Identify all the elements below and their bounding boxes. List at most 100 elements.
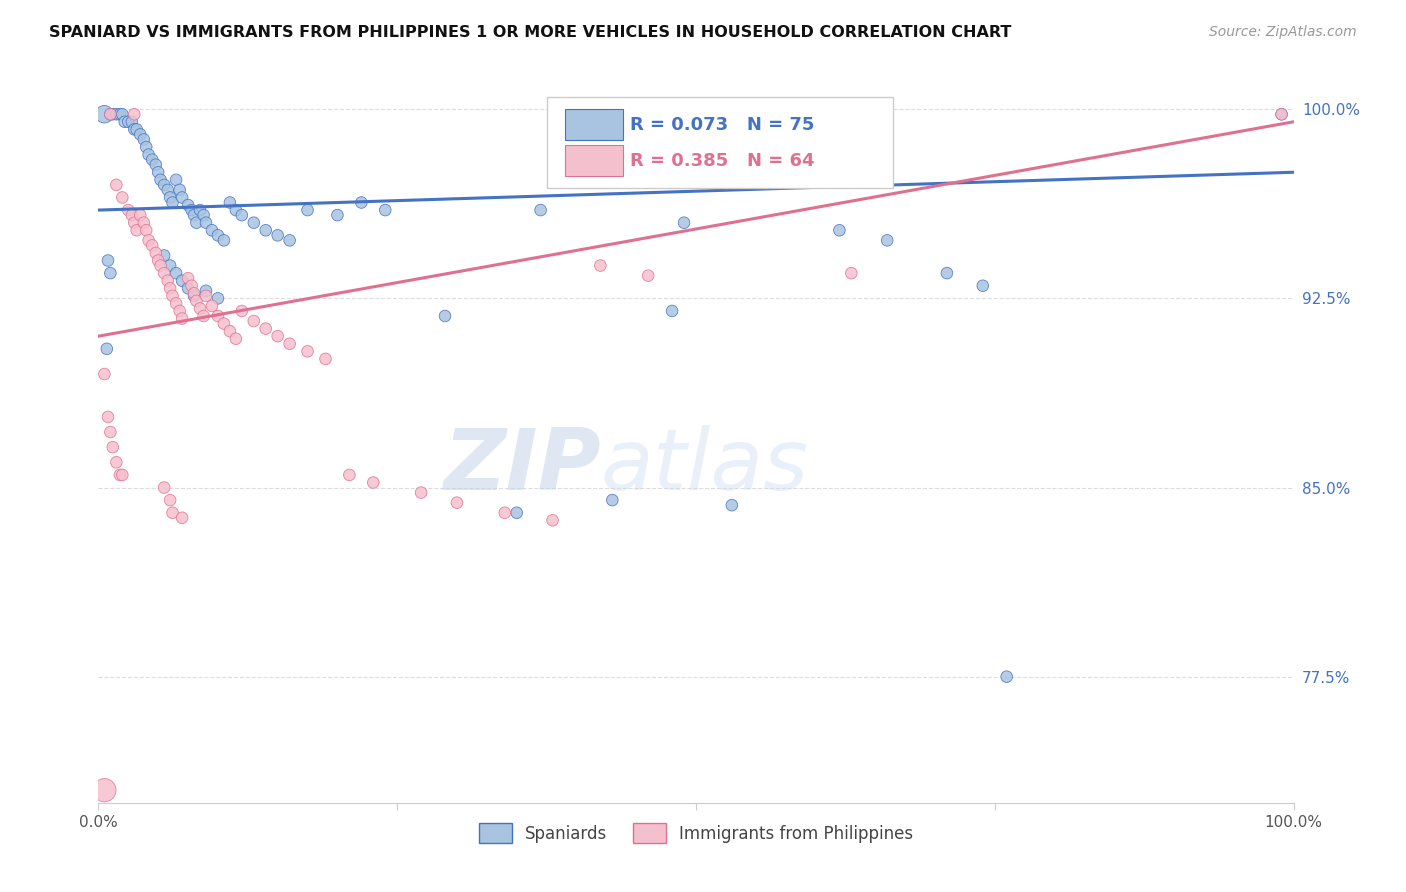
Point — [180, 278, 202, 293]
Point — [121, 115, 143, 129]
Point — [172, 510, 194, 524]
Point — [165, 173, 187, 187]
Point — [589, 259, 612, 273]
Point — [145, 158, 167, 172]
Point — [721, 498, 744, 512]
Point — [108, 467, 131, 482]
Point — [135, 140, 157, 154]
Point — [315, 351, 337, 366]
Point — [93, 783, 115, 797]
Point — [188, 301, 211, 316]
Point — [195, 289, 218, 303]
Point — [149, 173, 172, 187]
Point — [876, 233, 898, 247]
Text: R = 0.385   N = 64: R = 0.385 N = 64 — [630, 152, 814, 169]
Point — [98, 107, 122, 121]
FancyBboxPatch shape — [547, 97, 893, 188]
Point — [138, 147, 160, 161]
Point — [219, 324, 242, 338]
Point — [121, 208, 143, 222]
Point — [125, 122, 148, 136]
Point — [129, 128, 152, 142]
Point — [156, 274, 179, 288]
Point — [195, 284, 218, 298]
Point — [193, 309, 215, 323]
Point — [153, 178, 176, 192]
Point — [278, 233, 301, 247]
Point — [124, 216, 146, 230]
Point — [243, 216, 266, 230]
Point — [111, 190, 134, 204]
Point — [661, 304, 683, 318]
Point — [93, 367, 115, 381]
Point — [637, 268, 659, 283]
Point — [267, 228, 290, 243]
Point — [183, 289, 205, 303]
Point — [188, 203, 211, 218]
Point — [186, 293, 208, 308]
Point — [673, 216, 696, 230]
Point — [326, 208, 349, 222]
Point — [363, 475, 385, 490]
Point — [219, 195, 242, 210]
Point — [172, 311, 194, 326]
Point — [446, 496, 468, 510]
Point — [1271, 107, 1294, 121]
Text: SPANIARD VS IMMIGRANTS FROM PHILIPPINES 1 OR MORE VEHICLES IN HOUSEHOLD CORRELAT: SPANIARD VS IMMIGRANTS FROM PHILIPPINES … — [49, 25, 1011, 40]
Point — [243, 314, 266, 328]
Point — [98, 425, 122, 439]
Point — [434, 309, 457, 323]
Point — [530, 203, 553, 218]
Point — [125, 223, 148, 237]
Point — [153, 248, 176, 262]
Point — [129, 208, 152, 222]
Point — [411, 485, 433, 500]
Point — [267, 329, 290, 343]
Point — [105, 455, 128, 469]
Point — [97, 409, 120, 424]
Point — [159, 281, 181, 295]
Point — [231, 304, 253, 318]
Point — [207, 291, 229, 305]
FancyBboxPatch shape — [565, 145, 623, 176]
Point — [201, 299, 224, 313]
Point — [339, 467, 361, 482]
Point — [153, 481, 176, 495]
Text: R = 0.073   N = 75: R = 0.073 N = 75 — [630, 116, 814, 134]
Point — [506, 506, 529, 520]
Point — [105, 107, 128, 121]
Point — [162, 289, 184, 303]
Point — [117, 115, 139, 129]
Point — [105, 178, 128, 192]
Point — [231, 208, 253, 222]
Point — [96, 342, 118, 356]
Point — [169, 183, 191, 197]
Point — [177, 198, 200, 212]
Point — [148, 165, 170, 179]
Point — [374, 203, 396, 218]
Point — [494, 506, 516, 520]
Point — [297, 344, 319, 359]
Point — [212, 233, 235, 247]
Point — [97, 253, 120, 268]
Point — [159, 190, 181, 204]
Point — [254, 321, 277, 335]
Point — [180, 203, 202, 218]
Point — [124, 122, 146, 136]
Point — [169, 304, 191, 318]
Text: ZIP: ZIP — [443, 425, 600, 508]
Point — [132, 216, 155, 230]
Point — [841, 266, 863, 280]
FancyBboxPatch shape — [565, 110, 623, 140]
Point — [177, 281, 200, 295]
Point — [186, 216, 208, 230]
Point — [828, 223, 851, 237]
Point — [98, 107, 122, 121]
Point — [972, 278, 994, 293]
Legend: Spaniards, Immigrants from Philippines: Spaniards, Immigrants from Philippines — [472, 817, 920, 849]
Point — [165, 266, 187, 280]
Point — [350, 195, 373, 210]
Point — [148, 253, 170, 268]
Point — [193, 208, 215, 222]
Point — [162, 195, 184, 210]
